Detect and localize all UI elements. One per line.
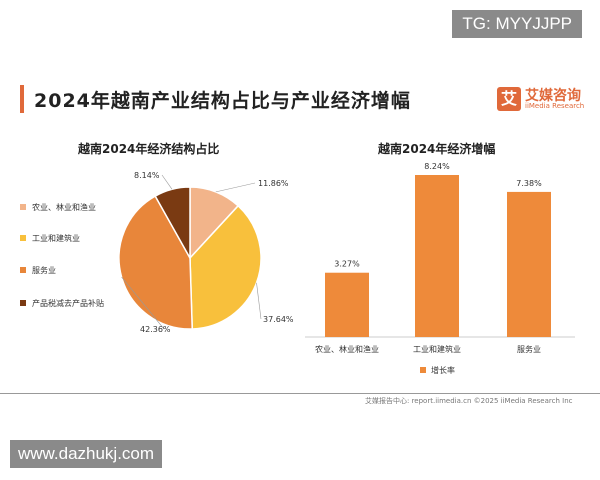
- watermark-top: TG: MYYJJPP: [452, 10, 582, 38]
- legend-label: 产品税减去产品补贴: [32, 298, 104, 308]
- pie-label: 42.36%: [140, 325, 171, 334]
- legend-swatch: [20, 267, 26, 273]
- watermark-bottom: www.dazhukj.com: [10, 440, 163, 468]
- logo-icon: 艾: [497, 87, 521, 111]
- divider: [0, 393, 600, 394]
- legend-swatch: [20, 204, 26, 210]
- legend-label: 服务业: [32, 265, 56, 275]
- bar-label: 7.38%: [516, 179, 542, 188]
- page-title: 2024年越南产业结构占比与产业经济增幅: [34, 90, 411, 112]
- pie-label: 37.64%: [263, 315, 294, 324]
- bar: [507, 191, 551, 337]
- bar-label: 8.24%: [424, 162, 450, 171]
- legend-swatch: [420, 367, 426, 373]
- legend-label: 农业、林业和渔业: [32, 202, 96, 212]
- pie-label: 11.86%: [258, 179, 289, 188]
- x-tick-label: 工业和建筑业: [413, 344, 461, 354]
- footer: 艾媒报告中心: report.iimedia.cn ©2025 iiMedia …: [365, 397, 573, 405]
- bar: [325, 272, 369, 337]
- legend-swatch: [20, 235, 26, 241]
- x-tick-label: 服务业: [517, 344, 541, 354]
- leader-line: [215, 182, 256, 193]
- bar: [415, 175, 459, 337]
- leader-line: [256, 282, 262, 320]
- pie-title: 越南2024年经济结构占比: [78, 142, 220, 156]
- legend-label: 工业和建筑业: [32, 233, 80, 243]
- bar-label: 3.27%: [334, 260, 360, 269]
- title-accent: [20, 85, 24, 113]
- logo-text: 艾媒咨询: [525, 88, 581, 104]
- logo-subtext: iiMedia Research: [525, 102, 585, 110]
- leader-line: [161, 174, 173, 190]
- leader-line: [121, 276, 165, 330]
- pie-label: 8.14%: [134, 171, 160, 180]
- x-tick-label: 农业、林业和渔业: [315, 344, 379, 354]
- legend-label: 增长率: [431, 365, 455, 375]
- legend-swatch: [20, 300, 26, 306]
- bar-title: 越南2024年经济增幅: [378, 142, 496, 156]
- pie-slice: [154, 186, 191, 261]
